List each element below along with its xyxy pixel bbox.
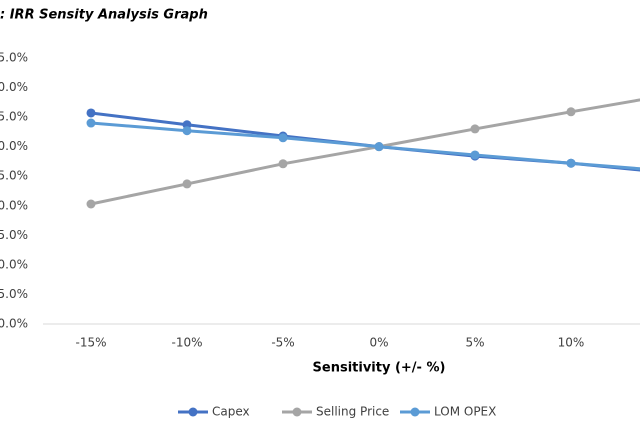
series-marker [374, 142, 384, 152]
legend-marker [188, 407, 198, 417]
y-tick-label: 5.0% [0, 169, 28, 183]
y-tick-label: 5.0% [0, 228, 28, 242]
y-tick-label: 0.0% [0, 257, 28, 271]
series-marker [182, 126, 192, 136]
series-marker [86, 118, 96, 128]
x-tick-label: 0% [369, 336, 388, 350]
series-marker [278, 133, 288, 143]
legend-label: Capex [212, 405, 250, 419]
y-tick-label: 0.0% [0, 317, 28, 331]
x-tick-label: -5% [271, 336, 294, 350]
series-marker [278, 159, 288, 169]
y-tick-label: 5.0% [0, 110, 28, 124]
legend-label: Selling Price [316, 405, 389, 419]
y-tick-label: 0.0% [0, 80, 28, 94]
y-tick-label: 5.0% [0, 287, 28, 301]
legend-marker [292, 407, 302, 417]
legend-marker [410, 407, 420, 417]
x-axis-label: Sensitivity (+/- %) [313, 361, 446, 376]
series-marker [566, 158, 576, 168]
series-marker [566, 107, 576, 117]
series-marker [470, 124, 480, 134]
x-tick-label: 10% [558, 336, 585, 350]
y-tick-label: 5.0% [0, 51, 28, 65]
x-tick-label: -15% [75, 336, 106, 350]
x-tick-label: 5% [465, 336, 484, 350]
y-tick-label: 0.0% [0, 139, 28, 153]
series-marker [470, 150, 480, 160]
x-tick-label: -10% [171, 336, 202, 350]
y-tick-label: 0.0% [0, 198, 28, 212]
series-marker [86, 199, 96, 209]
legend-label: LOM OPEX [434, 405, 496, 419]
series-marker [86, 108, 96, 118]
chart-title: : IRR Sensity Analysis Graph [0, 8, 208, 23]
series-marker [182, 179, 192, 189]
